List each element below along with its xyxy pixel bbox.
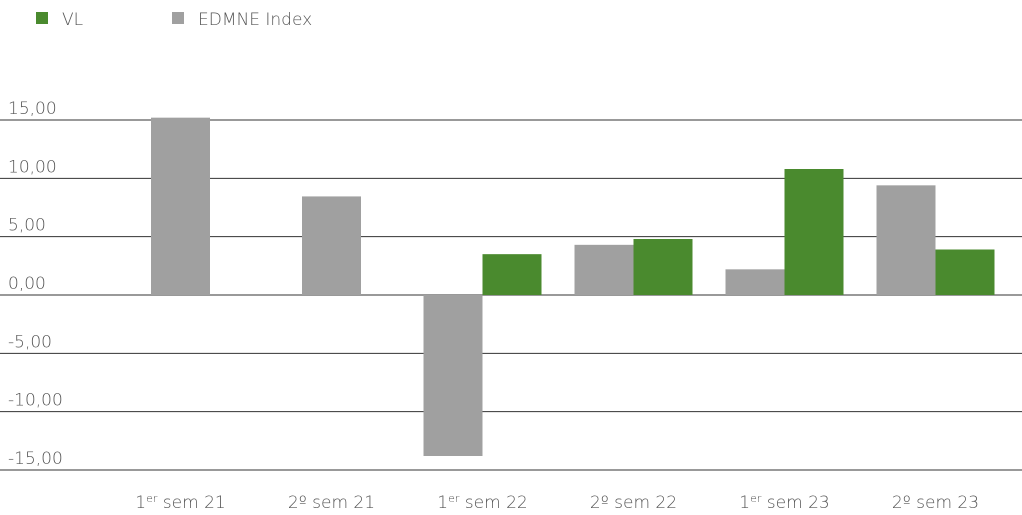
x-tick-label: 2º sem 22 <box>590 493 677 513</box>
y-tick-label: 5,00 <box>8 216 46 236</box>
bar <box>935 249 995 295</box>
bar <box>151 117 210 296</box>
x-tick-label: 2º sem 23 <box>892 493 979 513</box>
bar <box>482 254 542 295</box>
legend-label: VL <box>62 10 83 30</box>
y-tick-label: 0,00 <box>8 274 46 294</box>
bar <box>633 239 693 295</box>
x-tick-label: 1er sem 21 <box>135 492 225 513</box>
bar <box>876 185 936 295</box>
bar <box>725 269 785 295</box>
bar <box>423 295 483 456</box>
legend-label: EDMNE Index <box>198 10 312 30</box>
bar <box>574 244 634 295</box>
x-tick-label: 1er sem 23 <box>739 492 829 513</box>
legend-swatch <box>36 12 48 24</box>
x-tick-label: 1er sem 22 <box>437 492 527 513</box>
y-tick-label: -10,00 <box>8 391 63 411</box>
bar <box>302 196 361 295</box>
legend-swatch <box>172 12 184 24</box>
y-tick-label: 10,00 <box>8 157 57 177</box>
y-tick-label: -15,00 <box>8 449 63 469</box>
x-tick-label: 2º sem 21 <box>288 493 375 513</box>
y-tick-label: -5,00 <box>8 332 52 352</box>
y-tick-label: 15,00 <box>8 99 57 119</box>
bar <box>784 169 844 295</box>
